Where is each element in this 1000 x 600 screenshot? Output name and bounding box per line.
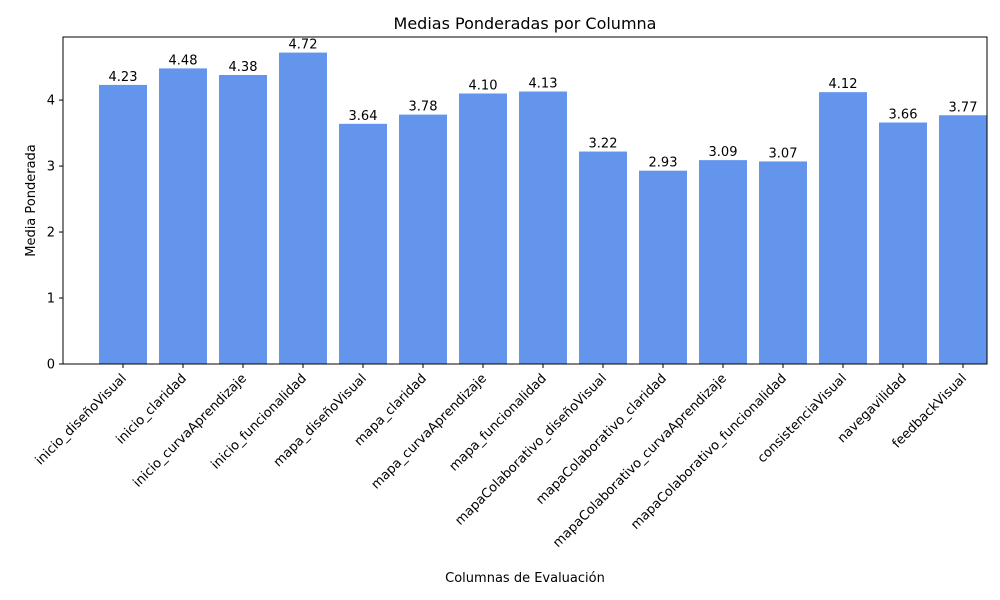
bar-value-label-0: 4.23 (109, 70, 138, 85)
bar-value-label-9: 2.93 (649, 156, 678, 171)
plot-frame (62, 36, 988, 365)
chart-title: Medias Ponderadas por Columna (394, 14, 657, 33)
y-axis-label: Media Ponderada (24, 144, 39, 257)
bar-3 (279, 52, 327, 364)
bar-4 (339, 123, 387, 364)
bar-value-label-8: 3.22 (589, 137, 618, 152)
bar-13 (879, 122, 927, 364)
x-tick-label-2: inicio_curvaAprendizaje (130, 371, 249, 490)
bar-value-label-6: 4.10 (469, 78, 498, 93)
bar-2 (219, 75, 267, 364)
bar-1 (159, 68, 207, 365)
bar-9 (639, 170, 687, 364)
x-tick-label-9: mapaColaborativo_claridad (533, 371, 669, 507)
x-tick-label-6: mapa_curvaAprendizaje (369, 371, 490, 492)
bar-value-label-10: 3.09 (709, 145, 738, 160)
x-axis-label: Columnas de Evaluación (445, 571, 605, 586)
bar-value-label-2: 4.38 (229, 60, 258, 75)
bar-value-label-14: 3.77 (949, 100, 978, 115)
bar-value-label-7: 4.13 (529, 77, 558, 92)
bar-value-label-11: 3.07 (769, 146, 798, 161)
bar-value-label-1: 4.48 (169, 53, 198, 68)
bar-10 (699, 160, 747, 364)
bar-12 (819, 92, 867, 365)
bar-11 (759, 161, 807, 364)
bar-value-label-4: 3.64 (349, 109, 378, 124)
bar-value-label-3: 4.72 (289, 38, 318, 53)
bar-6 (459, 93, 507, 364)
y-tick-label-2: 2 (47, 226, 55, 241)
bar-value-label-13: 3.66 (889, 108, 918, 123)
bar-5 (399, 114, 447, 364)
y-tick-label-0: 0 (47, 358, 55, 373)
bar-value-label-12: 4.12 (829, 77, 858, 92)
y-tick-label-3: 3 (47, 160, 55, 175)
bar-0 (99, 84, 147, 364)
y-tick-label-1: 1 (47, 292, 55, 307)
x-tick-label-0: inicio_diseñoVisual (33, 371, 130, 468)
bar-value-label-5: 3.78 (409, 100, 438, 115)
x-tick-label-7: mapa_funcionalidad (447, 371, 550, 474)
bar-7 (519, 91, 567, 364)
bars-group: 4.23 4.48 4.38 4.72 3.64 3.78 4.10 4.13 3.22 2.93… (99, 38, 987, 365)
y-tick-label-4: 4 (47, 94, 55, 109)
y-axis: 0 1 2 3 4 (47, 94, 63, 373)
bar-8 (579, 151, 627, 364)
bar-14 (939, 115, 987, 365)
x-axis: inicio_diseñoVisualinicio_claridadinicio… (33, 364, 970, 551)
